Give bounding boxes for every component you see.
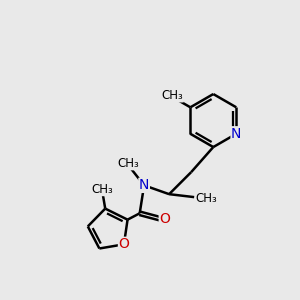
Text: CH₃: CH₃ <box>196 192 217 205</box>
Text: N: N <box>139 178 149 192</box>
Text: N: N <box>231 127 242 141</box>
Text: O: O <box>159 212 170 226</box>
Text: CH₃: CH₃ <box>91 183 113 196</box>
Text: CH₃: CH₃ <box>161 89 183 102</box>
Text: CH₃: CH₃ <box>117 157 139 170</box>
Text: O: O <box>118 237 129 251</box>
